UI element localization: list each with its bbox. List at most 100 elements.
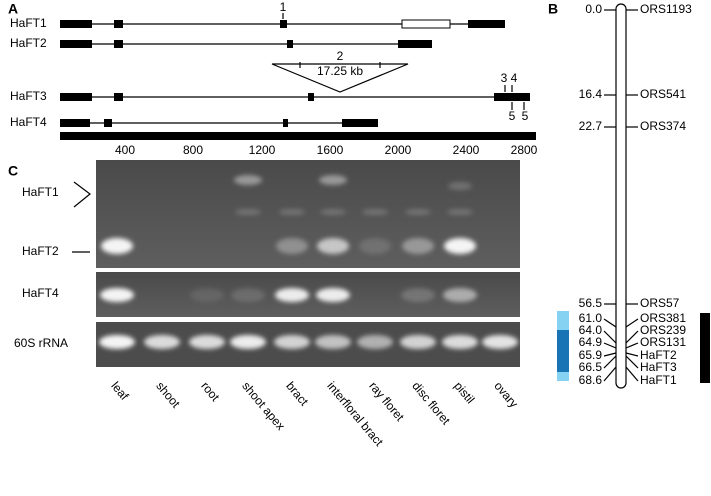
qtl-bar <box>700 313 710 383</box>
gene-models <box>60 13 536 140</box>
band <box>405 209 431 215</box>
band <box>100 288 134 302</box>
row-label: HaFT2 <box>22 244 59 258</box>
band <box>274 335 310 349</box>
scale-label: 1600 <box>317 143 344 157</box>
lane-label: ray floret <box>366 379 407 424</box>
band <box>400 335 436 349</box>
locus-marker: ORS374 <box>640 119 686 133</box>
site-label: 4 <box>511 71 518 85</box>
locus-position: 66.5 <box>579 360 603 374</box>
gene-label: HaFT3 <box>10 89 47 103</box>
band <box>317 238 349 254</box>
locus-position: 65.9 <box>579 348 603 362</box>
lane-label: root <box>198 379 222 404</box>
scale-label: 400 <box>115 143 135 157</box>
gene-label: HaFT4 <box>10 115 47 129</box>
lane-label: shoot apex <box>239 379 287 433</box>
band <box>359 238 391 254</box>
scale-label: 2000 <box>385 143 412 157</box>
band <box>443 288 477 302</box>
insert-size: 17.25 kb <box>317 64 363 78</box>
lane-label: ovary <box>491 379 521 410</box>
locus-line <box>603 318 617 328</box>
locus-marker: HaFT2 <box>640 348 677 362</box>
scale-label: 2400 <box>453 143 480 157</box>
band <box>448 182 472 190</box>
locus-marker: HaFT3 <box>640 360 677 374</box>
band <box>362 209 388 215</box>
locus-marker: ORS239 <box>640 323 686 337</box>
locus-marker: ORS57 <box>640 296 680 310</box>
band <box>482 335 518 349</box>
band <box>316 288 350 302</box>
qtl-bar <box>557 330 569 372</box>
gene-label: HaFT1 <box>10 16 47 30</box>
site-label: 3 <box>501 71 508 85</box>
locus-position: 0.0 <box>585 2 602 16</box>
panel-label: A <box>8 1 18 17</box>
site-label: 5 <box>522 109 529 123</box>
scale-bar <box>60 132 536 140</box>
lane-label: bract <box>283 379 311 409</box>
band <box>190 288 224 302</box>
lane-label: leaf <box>108 379 132 403</box>
panel-label: B <box>548 1 558 17</box>
chromosome <box>615 3 627 389</box>
band <box>319 175 347 185</box>
band <box>230 335 266 349</box>
locus-marker: ORS541 <box>640 87 686 101</box>
locus-marker: ORS1193 <box>640 2 692 16</box>
locus-position: 64.0 <box>579 323 603 337</box>
band <box>144 335 180 349</box>
locus-position: 61.0 <box>579 311 603 325</box>
site-label: 1 <box>280 0 287 14</box>
row-label: HaFT1 <box>22 185 59 199</box>
band <box>235 209 261 215</box>
locus-line <box>625 330 639 344</box>
locus-position: 56.5 <box>579 296 603 310</box>
locus-line <box>625 318 639 328</box>
band <box>279 209 305 215</box>
row-label: HaFT4 <box>22 286 59 300</box>
band <box>275 288 309 302</box>
lane-label: shoot <box>153 379 183 411</box>
locus-line <box>603 352 617 357</box>
scale-label: 1200 <box>249 143 276 157</box>
locus-line <box>603 342 617 349</box>
band <box>447 209 473 215</box>
gene-label: HaFT2 <box>10 36 47 50</box>
site-label: 2 <box>337 49 344 63</box>
locus-line <box>625 366 639 382</box>
band <box>444 238 476 254</box>
band <box>101 238 133 254</box>
locus-marker: ORS131 <box>640 335 686 349</box>
band <box>99 335 135 349</box>
row-label: 60S rRNA <box>14 336 68 350</box>
locus-position: 16.4 <box>579 87 603 101</box>
band <box>189 335 225 349</box>
lane-label: disc floret <box>409 379 453 428</box>
band <box>357 335 393 349</box>
bands <box>99 175 518 349</box>
locus-line <box>603 366 617 382</box>
band <box>315 335 351 349</box>
band <box>234 175 262 185</box>
panel-label: C <box>8 163 18 179</box>
lane-label: pistil <box>451 379 477 406</box>
locus-position: 68.6 <box>579 373 603 387</box>
band <box>231 288 265 302</box>
locus-line <box>625 355 639 369</box>
band <box>442 335 478 349</box>
site-label: 5 <box>509 109 516 123</box>
scale-label: 800 <box>183 143 203 157</box>
locus-line <box>603 330 617 344</box>
locus-marker: ORS381 <box>640 311 686 325</box>
locus-marker: HaFT1 <box>640 373 677 387</box>
band <box>402 238 434 254</box>
locus-line <box>603 355 617 369</box>
locus-line <box>625 352 639 357</box>
locus-line <box>625 342 639 349</box>
scale-label: 2800 <box>511 143 538 157</box>
